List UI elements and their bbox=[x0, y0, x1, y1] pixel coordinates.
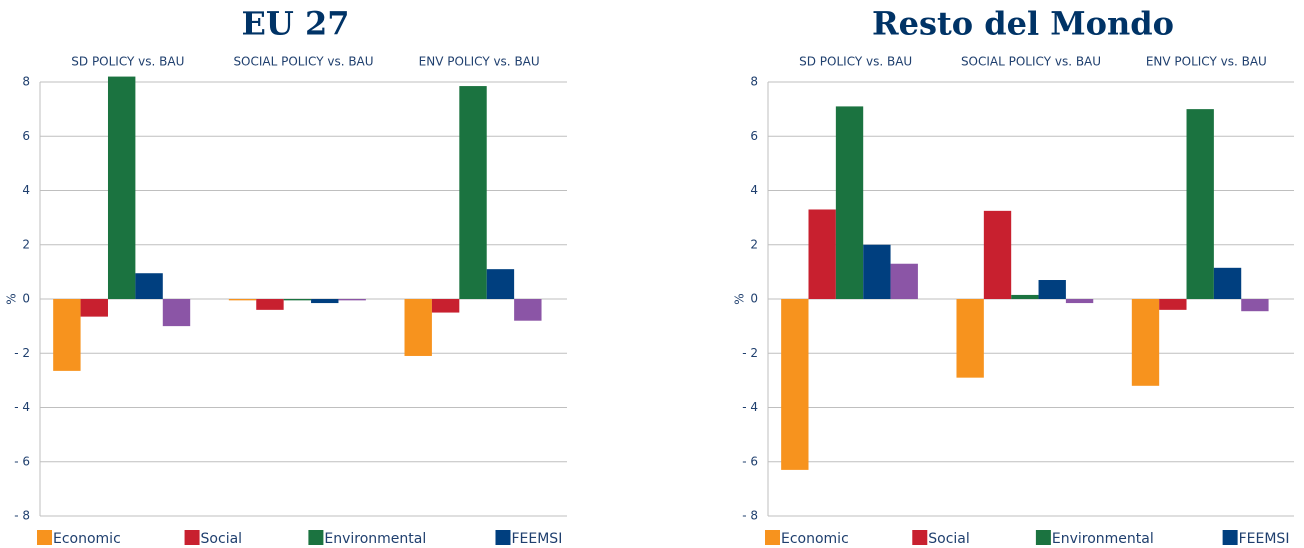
bar bbox=[781, 299, 809, 470]
category-label: SD POLICY vs. BAU bbox=[799, 55, 912, 69]
legend-label: FEEMSI bbox=[511, 531, 562, 547]
bar bbox=[256, 299, 284, 310]
bar bbox=[431, 299, 460, 313]
legend-label: Environmental bbox=[1052, 531, 1154, 547]
legend-label: FEEMSI bbox=[1239, 531, 1290, 547]
y-tick-label: - 2 bbox=[14, 346, 30, 360]
y-tick-label: 6 bbox=[750, 129, 758, 143]
bar bbox=[53, 299, 81, 371]
bar bbox=[1011, 294, 1039, 299]
bar bbox=[1131, 299, 1160, 386]
bar bbox=[1186, 109, 1214, 299]
bar bbox=[835, 106, 864, 299]
legend-label: Social bbox=[201, 531, 243, 547]
y-tick-label: 8 bbox=[750, 75, 758, 89]
legend-label: Social bbox=[928, 531, 970, 547]
y-tick-label: - 6 bbox=[14, 454, 30, 468]
legend-swatch bbox=[184, 530, 200, 545]
bar bbox=[808, 209, 836, 299]
y-axis-label: % bbox=[733, 293, 747, 304]
y-tick-label: - 8 bbox=[14, 509, 30, 523]
bar bbox=[863, 244, 891, 299]
y-tick-label: - 8 bbox=[742, 509, 758, 523]
bar bbox=[459, 86, 487, 299]
bar bbox=[1213, 267, 1242, 299]
y-tick-label: - 2 bbox=[742, 346, 758, 360]
y-tick-label: - 4 bbox=[14, 400, 30, 414]
bar bbox=[311, 299, 339, 304]
bar bbox=[486, 269, 515, 299]
chart-title: EU 27 bbox=[242, 5, 350, 43]
bar bbox=[80, 299, 108, 317]
bar bbox=[283, 299, 312, 301]
category-label: ENV POLICY vs. BAU bbox=[419, 55, 540, 69]
legend-label: Economic bbox=[53, 531, 121, 547]
bar bbox=[404, 299, 432, 356]
legend-swatch bbox=[912, 530, 928, 545]
y-tick-label: 0 bbox=[750, 292, 758, 306]
bar bbox=[228, 299, 257, 301]
bar bbox=[162, 299, 191, 327]
y-axis-label: % bbox=[5, 293, 19, 304]
y-tick-label: 4 bbox=[22, 183, 30, 197]
bar bbox=[1038, 280, 1066, 299]
bar bbox=[338, 299, 366, 301]
bar bbox=[956, 299, 984, 378]
legend-swatch bbox=[37, 530, 52, 545]
category-label: ENV POLICY vs. BAU bbox=[1146, 55, 1267, 69]
bar bbox=[135, 273, 163, 299]
bar bbox=[890, 263, 918, 299]
legend-swatch bbox=[1222, 530, 1238, 545]
legend-swatch bbox=[1035, 530, 1051, 545]
bar bbox=[983, 210, 1012, 299]
category-label: SD POLICY vs. BAU bbox=[71, 55, 184, 69]
bar bbox=[107, 76, 136, 299]
y-tick-label: 4 bbox=[750, 183, 758, 197]
legend-label: Environmental bbox=[324, 531, 426, 547]
legend-swatch bbox=[495, 530, 511, 545]
bar bbox=[1065, 299, 1094, 304]
category-label: SOCIAL POLICY vs. BAU bbox=[961, 55, 1101, 69]
legend-swatch bbox=[308, 530, 324, 545]
legend-label: Economic bbox=[781, 531, 849, 547]
category-label: SOCIAL POLICY vs. BAU bbox=[233, 55, 373, 69]
bar bbox=[1159, 299, 1187, 310]
y-tick-label: 6 bbox=[22, 129, 30, 143]
y-tick-label: - 4 bbox=[742, 400, 758, 414]
y-tick-label: - 6 bbox=[742, 454, 758, 468]
y-tick-label: 0 bbox=[22, 292, 30, 306]
y-tick-label: 8 bbox=[22, 75, 30, 89]
y-tick-label: 2 bbox=[750, 237, 758, 251]
bar bbox=[514, 299, 542, 321]
chart-title: Resto del Mondo bbox=[872, 5, 1174, 43]
legend-swatch bbox=[765, 530, 780, 545]
bar bbox=[1241, 299, 1269, 312]
y-tick-label: 2 bbox=[22, 237, 30, 251]
